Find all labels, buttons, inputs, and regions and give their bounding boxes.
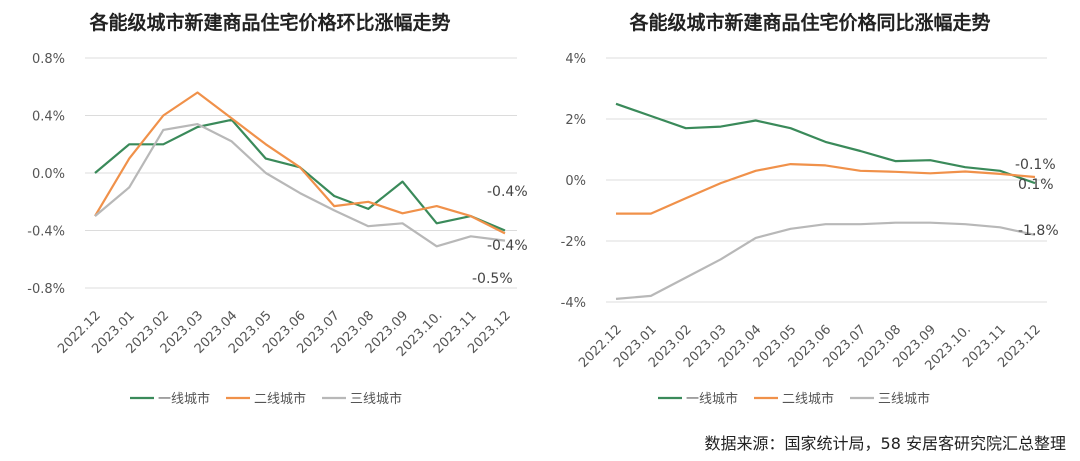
data-label: -0.4% <box>487 238 528 254</box>
chart-title: 各能级城市新建商品住宅价格同比涨幅走势 <box>629 12 991 34</box>
data-label: -1.8% <box>1018 223 1059 239</box>
y-tick-label: -0.4% <box>27 225 65 240</box>
chart-panel-yoy: 各能级城市新建商品住宅价格同比涨幅走势 -4% -2% 0% 2% 4% 2022.12 2… <box>540 0 1080 420</box>
series-line <box>615 102 1036 185</box>
legend-label: 一线城市 <box>158 391 210 407</box>
legend-label: 三线城市 <box>350 391 402 407</box>
y-tick-label: 0% <box>565 174 586 189</box>
chart-mom: -0.8%-0.4%0.0%0.4%0.8%2022.122023.012023… <box>27 52 528 407</box>
y-tick-label: 2% <box>565 113 586 128</box>
y-tick-label: -2% <box>561 235 586 250</box>
legend-label: 二线城市 <box>254 391 306 407</box>
y-tick-label: 0.0% <box>32 167 65 182</box>
legend-label: 一线城市 <box>686 391 738 407</box>
series-line <box>94 122 506 248</box>
y-tick-label: 0.4% <box>32 110 65 125</box>
y-tick-label: -0.8% <box>27 282 65 297</box>
legend-label: 二线城市 <box>782 391 834 407</box>
series-line <box>616 163 1036 215</box>
y-tick-label: 4% <box>565 52 586 67</box>
series-line <box>94 91 506 235</box>
data-label: -0.4% <box>487 184 528 200</box>
data-label: 0.1% <box>1018 177 1054 193</box>
series-line <box>94 118 506 232</box>
series-line <box>615 221 1036 300</box>
source-note: 数据来源：国家统计局，58 安居客研究院汇总整理 <box>704 434 1066 453</box>
data-label: -0.5% <box>472 271 513 287</box>
chart-yoy: -4%-2%0%2%4%2022.122023.012023.022023.03… <box>561 52 1059 407</box>
y-tick-label: -4% <box>561 296 586 311</box>
data-label: -0.1% <box>1015 157 1056 173</box>
y-tick-label: 0.8% <box>32 52 65 67</box>
legend-label: 三线城市 <box>878 391 930 407</box>
chart-title: 各能级城市新建商品住宅价格环比涨幅走势 <box>89 12 451 34</box>
chart-panel-mom: 各能级城市新建商品住宅价格环比涨幅走势 -0.8% -0.4% 0.0% 0.4% 0.… <box>0 0 540 420</box>
